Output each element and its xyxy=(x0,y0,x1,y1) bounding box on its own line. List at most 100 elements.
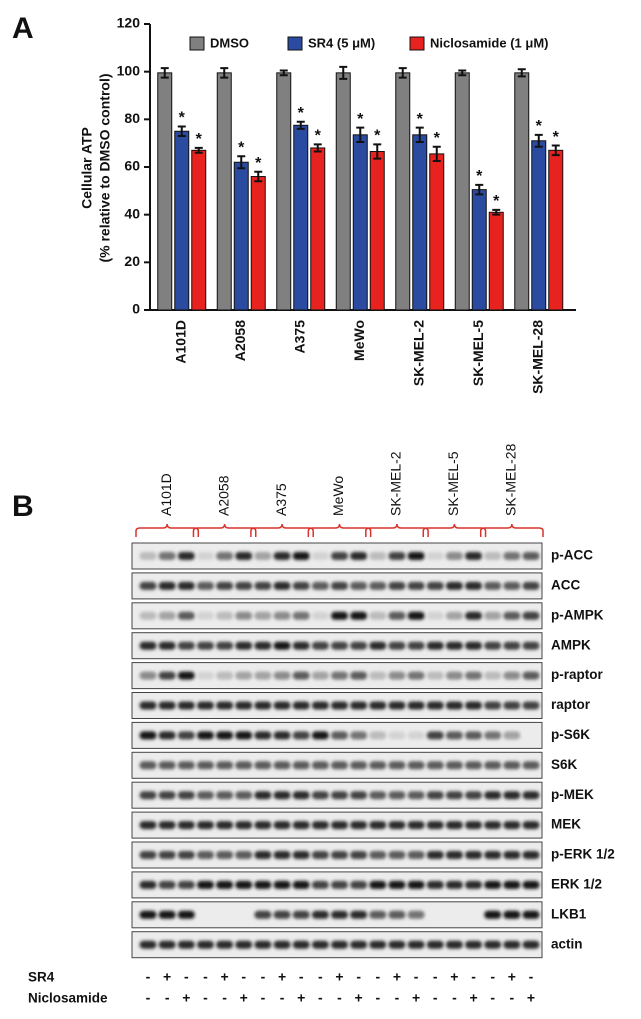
band xyxy=(426,880,444,889)
treatment-sign: - xyxy=(433,990,438,1006)
bar xyxy=(250,176,266,311)
legend-label: SR4 (5 μM) xyxy=(308,35,375,50)
panel-label: A xyxy=(12,12,34,45)
band xyxy=(139,731,157,740)
band xyxy=(273,791,291,800)
treatment-sign: - xyxy=(184,969,189,985)
band xyxy=(522,641,540,650)
bar xyxy=(369,151,385,311)
band xyxy=(388,641,406,650)
band xyxy=(158,821,176,830)
band xyxy=(465,552,483,560)
band xyxy=(311,910,329,919)
band xyxy=(311,671,329,680)
significance-marker: * xyxy=(196,131,203,148)
band xyxy=(235,701,253,710)
band xyxy=(426,611,444,620)
protein-label: p-MEK xyxy=(551,787,594,802)
band xyxy=(369,671,387,680)
band xyxy=(484,880,502,889)
band xyxy=(158,581,176,590)
error-bar xyxy=(458,69,467,77)
band xyxy=(273,761,291,770)
band xyxy=(158,791,176,800)
band xyxy=(484,851,502,859)
band xyxy=(350,671,368,680)
band xyxy=(254,731,272,740)
error-bar xyxy=(534,133,543,148)
legend-swatch xyxy=(409,36,425,51)
bar xyxy=(429,153,445,311)
band xyxy=(522,940,540,949)
error-bar xyxy=(237,155,246,170)
band xyxy=(235,791,253,800)
band xyxy=(350,851,368,859)
band xyxy=(196,671,214,680)
y-tick-label: 0 xyxy=(132,301,140,317)
treatment-sign: - xyxy=(510,990,515,1006)
band xyxy=(177,821,195,830)
band xyxy=(484,910,502,919)
band xyxy=(369,940,387,949)
treatment-sign: + xyxy=(469,990,477,1006)
band xyxy=(484,611,502,620)
legend-label: Niclosamide (1 μM) xyxy=(430,35,548,50)
band xyxy=(350,791,368,800)
band xyxy=(388,791,406,800)
band xyxy=(522,581,540,590)
treatment-sign: - xyxy=(146,969,151,985)
band xyxy=(522,761,540,770)
band xyxy=(331,611,348,620)
band xyxy=(254,671,272,680)
band xyxy=(465,731,483,740)
significance-marker: * xyxy=(553,129,560,146)
treatment-sign: - xyxy=(299,969,304,985)
band xyxy=(522,671,540,680)
band xyxy=(235,761,253,770)
band xyxy=(158,731,176,740)
band xyxy=(369,731,387,740)
significance-marker: * xyxy=(179,110,186,127)
bar xyxy=(216,72,232,311)
band xyxy=(350,641,368,650)
band xyxy=(311,731,329,740)
bar xyxy=(310,147,326,311)
cell-line-label: SK-MEL-2 xyxy=(388,451,404,516)
brace xyxy=(250,523,314,537)
band xyxy=(158,671,176,680)
band xyxy=(407,910,425,919)
band xyxy=(484,701,502,710)
protein-label: ACC xyxy=(551,577,580,592)
band xyxy=(484,581,502,590)
protein-label: p-S6K xyxy=(551,727,590,742)
band xyxy=(350,611,368,620)
protein-label: AMPK xyxy=(551,637,591,652)
band xyxy=(139,910,157,919)
band xyxy=(407,671,425,680)
band xyxy=(235,552,253,560)
band xyxy=(196,611,214,620)
band xyxy=(407,701,425,710)
error-bar xyxy=(475,183,484,196)
band xyxy=(196,731,214,740)
band xyxy=(503,851,521,859)
band xyxy=(426,821,444,830)
band xyxy=(484,641,502,650)
band xyxy=(235,641,253,650)
bar xyxy=(548,149,564,311)
band xyxy=(522,791,540,800)
band xyxy=(522,851,540,859)
bar xyxy=(157,72,173,311)
band xyxy=(177,761,195,770)
band xyxy=(273,701,291,710)
band xyxy=(139,791,157,800)
band xyxy=(139,880,157,889)
treatment-sign: - xyxy=(471,969,476,985)
band xyxy=(445,940,463,949)
band xyxy=(216,940,234,949)
band xyxy=(235,581,253,590)
band xyxy=(273,851,291,859)
band xyxy=(350,731,368,740)
band xyxy=(158,701,176,710)
band xyxy=(254,851,272,859)
